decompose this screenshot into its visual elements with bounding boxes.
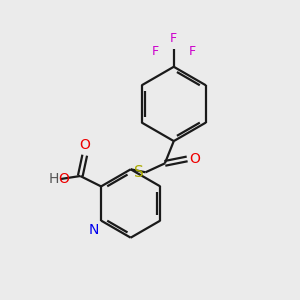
Text: O: O [58,172,69,186]
Text: S: S [134,165,144,180]
Text: O: O [79,138,90,152]
Text: F: F [152,45,159,58]
Text: N: N [88,223,99,237]
Text: F: F [170,32,177,45]
Text: F: F [189,45,196,58]
Text: H: H [49,172,59,186]
Text: O: O [189,152,200,166]
